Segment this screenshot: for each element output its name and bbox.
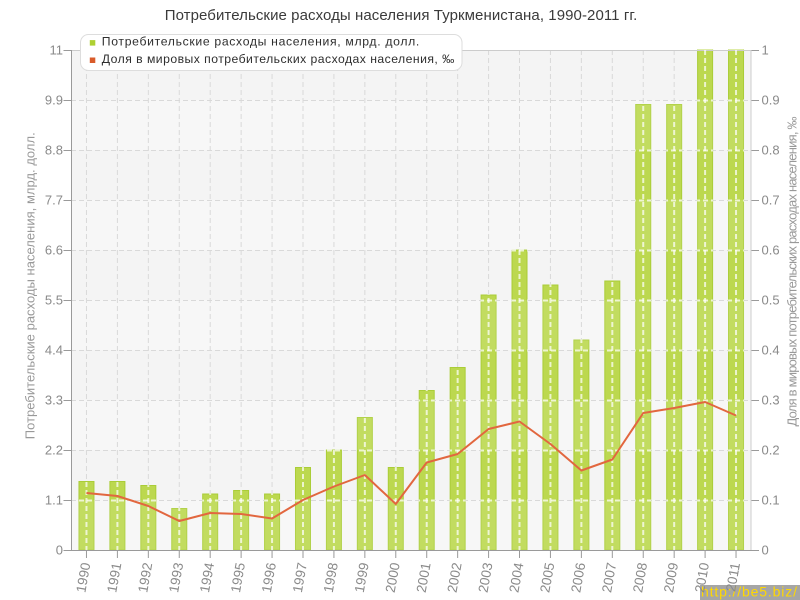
svg-text:2000: 2000 [383, 561, 403, 594]
svg-text:2008: 2008 [630, 561, 650, 593]
svg-text:0: 0 [762, 542, 769, 557]
svg-text:Потребительские расходы населе: Потребительские расходы населения Туркме… [165, 7, 638, 24]
svg-text:1994: 1994 [197, 561, 217, 594]
svg-text:2007: 2007 [599, 561, 619, 593]
svg-text:1996: 1996 [259, 561, 279, 593]
svg-text:0.3: 0.3 [762, 392, 780, 407]
svg-text:0.6: 0.6 [762, 242, 780, 257]
svg-text:1998: 1998 [321, 561, 341, 593]
svg-text:1999: 1999 [352, 561, 372, 593]
svg-text:2006: 2006 [568, 561, 588, 593]
svg-text:0.4: 0.4 [762, 342, 780, 357]
svg-text:1990: 1990 [73, 561, 93, 594]
svg-text:2004: 2004 [506, 561, 526, 594]
svg-text:Доля в мировых потребительских: Доля в мировых потребительских расходах … [785, 117, 800, 427]
svg-text:Доля в мировых потребительских: Доля в мировых потребительских расходах … [102, 52, 455, 66]
svg-text:Потребительские расходы населе: Потребительские расходы населения, млрд.… [102, 35, 420, 49]
svg-text:1992: 1992 [135, 561, 155, 593]
svg-text:4.4: 4.4 [45, 342, 63, 357]
svg-text:2.2: 2.2 [45, 442, 63, 457]
svg-text:1.1: 1.1 [45, 492, 63, 507]
svg-text:0.9: 0.9 [762, 92, 780, 107]
svg-text:0.5: 0.5 [762, 292, 780, 307]
svg-text:6.6: 6.6 [45, 242, 63, 257]
svg-text:9.9: 9.9 [45, 92, 63, 107]
svg-text:0: 0 [56, 542, 63, 557]
svg-text:7.7: 7.7 [45, 192, 63, 207]
svg-text:1991: 1991 [104, 561, 124, 593]
svg-text:8.8: 8.8 [45, 142, 63, 157]
svg-text:1: 1 [762, 42, 769, 57]
svg-text:2001: 2001 [414, 561, 434, 593]
svg-text:3.3: 3.3 [45, 392, 63, 407]
svg-text:1997: 1997 [290, 561, 310, 593]
svg-text:1995: 1995 [228, 561, 248, 593]
svg-text:2009: 2009 [661, 561, 681, 593]
svg-text:0.7: 0.7 [762, 192, 780, 207]
svg-text:5.5: 5.5 [45, 292, 63, 307]
svg-text:0.1: 0.1 [762, 492, 780, 507]
svg-text:2011: 2011 [723, 561, 743, 592]
svg-text:2005: 2005 [537, 561, 557, 593]
svg-text:1993: 1993 [166, 561, 186, 593]
svg-text:2002: 2002 [445, 561, 465, 593]
svg-text:http://be5.biz/: http://be5.biz/ [701, 584, 797, 600]
svg-text:11: 11 [50, 42, 64, 57]
svg-text:2003: 2003 [476, 561, 496, 593]
svg-text:Потребительские расходы населе: Потребительские расходы населения, млрд.… [22, 132, 37, 439]
svg-text:0.8: 0.8 [762, 142, 780, 157]
svg-text:0.2: 0.2 [762, 442, 780, 457]
svg-text:2010: 2010 [692, 561, 712, 594]
